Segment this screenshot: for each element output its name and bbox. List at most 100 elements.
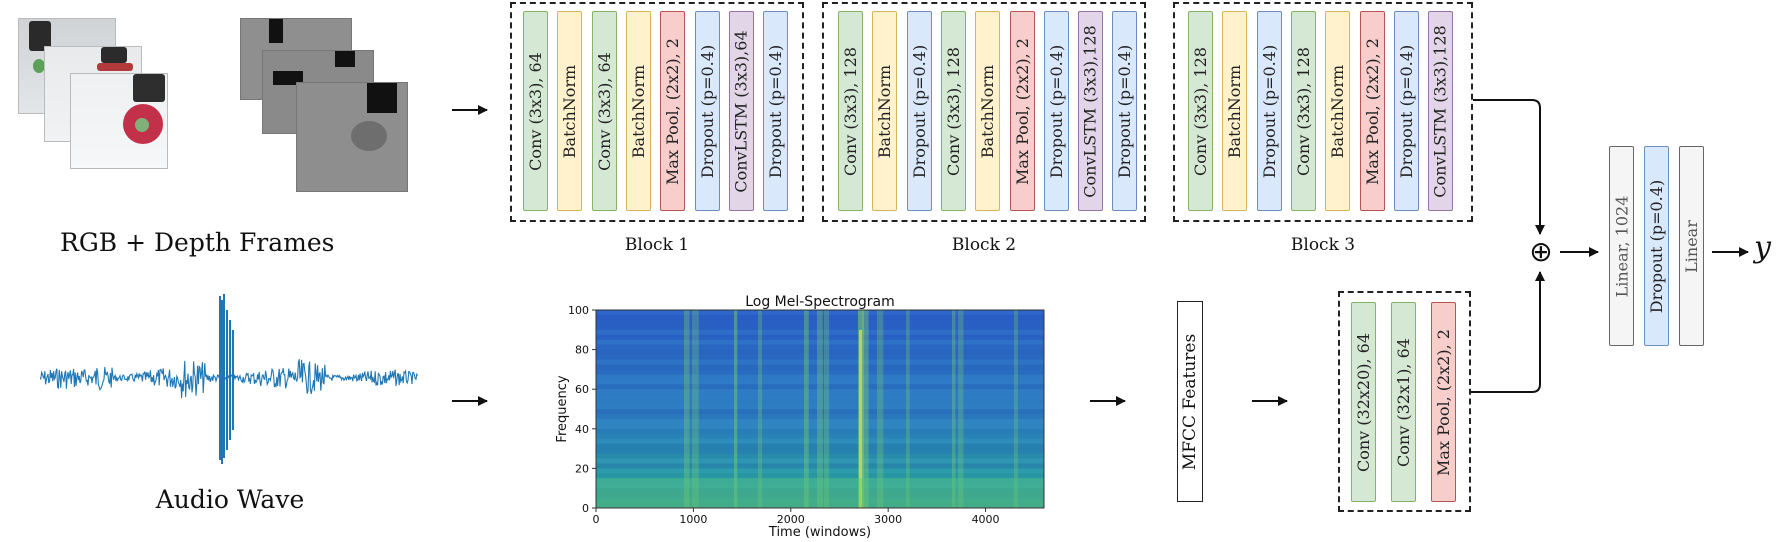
block-2-layer-9-label: Dropout (p=0.4): [1115, 44, 1135, 178]
block-1-layer-6-label: Dropout (p=0.4): [698, 44, 718, 178]
block-2-layer-2: BatchNorm: [872, 11, 897, 211]
block-1-layer-3-label: Conv (3x3), 64: [595, 51, 615, 171]
block-3-layer-3: Dropout (p=0.4): [1257, 11, 1282, 211]
arrow-block3-to-sum: [1473, 99, 1545, 235]
block-1-layer-4: BatchNorm: [626, 11, 651, 211]
block-1: [510, 2, 804, 222]
block-3-layer-4-label: Conv (3x3), 128: [1294, 46, 1314, 176]
block-3-layer-8: ConvLSTM (3x3),128: [1428, 11, 1453, 211]
block-1-layer-5: Max Pool, (2x2), 2: [660, 11, 685, 211]
spectrogram-ytick-label: 80: [575, 344, 589, 357]
block-2-layer-8: ConvLSTM (3x3),128: [1078, 11, 1103, 211]
audio-block-layer-1-label: Conv (32x20), 64: [1354, 332, 1373, 472]
depth-frame-3: [296, 82, 408, 192]
block-1-layer-7-label: ConvLSTM (3x3),64: [732, 29, 752, 193]
block-1-layer-2: BatchNorm: [557, 11, 582, 211]
spectrogram-xtick-label: 2000: [777, 513, 805, 526]
spectrogram-xtick-label: 4000: [972, 513, 1000, 526]
audio-caption: Audio Wave: [155, 485, 305, 514]
audio-waveform: [40, 294, 419, 464]
fusion-layer-1: Linear, 1024: [1609, 146, 1634, 346]
spectrogram-image: [596, 310, 1044, 508]
frames-caption: RGB + Depth Frames: [60, 228, 335, 257]
block-3-layer-7-label: Dropout (p=0.4): [1397, 44, 1417, 178]
spectrogram-ytick-label: 0: [582, 502, 589, 515]
block-3-layer-2: BatchNorm: [1222, 11, 1247, 211]
spectrogram-ytick-label: 20: [575, 462, 589, 475]
block-1-layer-2-label: BatchNorm: [560, 64, 580, 158]
block-2-layer-5-label: BatchNorm: [978, 64, 998, 158]
block-2-layer-6: Max Pool, (2x2), 2: [1010, 11, 1035, 211]
block-2-label: Block 2: [951, 235, 1017, 255]
block-3-layer-6-label: Max Pool, (2x2), 2: [1363, 37, 1383, 185]
fusion-layer-2-label: Dropout (p=0.4): [1647, 179, 1667, 313]
block-3-layer-1-label: Conv (3x3), 128: [1191, 46, 1211, 176]
rgb-frames: [18, 18, 198, 193]
spectrogram-xtick-label: 0: [593, 513, 600, 526]
waveform-trace: [40, 359, 419, 399]
spectrogram-xtick-label: 3000: [874, 513, 902, 526]
output-y: y: [1754, 230, 1771, 265]
block-3-layer-4: Conv (3x3), 128: [1291, 11, 1316, 211]
block-2-layer-5: BatchNorm: [975, 11, 1000, 211]
mfcc-features-box: MFCC Features: [1177, 301, 1203, 502]
block-1-layer-3: Conv (3x3), 64: [592, 11, 617, 211]
spectrogram-title: Log Mel-Spectrogram: [745, 294, 895, 310]
audio-block-layer-2-label: Conv (32x1), 64: [1394, 337, 1414, 467]
block-2-layer-2-label: BatchNorm: [875, 64, 895, 158]
spectrogram-ytick-label: 100: [568, 304, 589, 317]
block-3-layer-3-label: Dropout (p=0.4): [1260, 44, 1280, 178]
block-3: [1173, 2, 1473, 222]
spectrogram-xtick-label: 1000: [679, 513, 707, 526]
block-3-layer-8-label: ConvLSTM (3x3),128: [1431, 24, 1450, 198]
block-1-layer-7: ConvLSTM (3x3),64: [729, 11, 754, 211]
block-2-layer-7: Dropout (p=0.4): [1044, 11, 1069, 211]
block-1-layer-8-label: Dropout (p=0.4): [766, 44, 786, 178]
audio-block-layer-2: Conv (32x1), 64: [1391, 302, 1416, 502]
block-2-layer-3-label: Dropout (p=0.4): [910, 44, 930, 178]
block-2-layer-1-label: Conv (3x3), 128: [841, 46, 861, 176]
block-2-layer-4-label: Conv (3x3), 128: [944, 46, 964, 176]
depth-frames: [240, 18, 410, 193]
arrow-audioblock-to-sum: [1471, 271, 1545, 393]
mfcc-features-label: MFCC Features: [1180, 333, 1200, 470]
block-2-layer-9: Dropout (p=0.4): [1112, 11, 1137, 211]
rgb-frame-3: [70, 73, 168, 169]
block-3-layer-1: Conv (3x3), 128: [1188, 11, 1213, 211]
block-1-layer-5-label: Max Pool, (2x2), 2: [663, 37, 683, 185]
block-3-label: Block 3: [1290, 235, 1356, 255]
sum-symbol: ⊕: [1529, 235, 1553, 268]
fusion-layer-3-label: Linear: [1682, 219, 1702, 273]
block-3-layer-5: BatchNorm: [1325, 11, 1350, 211]
audio-block: [1338, 291, 1471, 512]
block-2: [822, 2, 1146, 222]
audio-block-layer-1: Conv (32x20), 64: [1351, 302, 1376, 502]
spectrogram-ytick-label: 40: [575, 423, 589, 436]
block-1-layer-1-label: Conv (3x3), 64: [526, 51, 546, 171]
block-1-layer-6: Dropout (p=0.4): [695, 11, 720, 211]
block-2-layer-8-label: ConvLSTM (3x3),128: [1081, 24, 1100, 198]
block-2-layer-4: Conv (3x3), 128: [941, 11, 966, 211]
audio-block-layer-3: Max Pool, (2x2), 2: [1431, 302, 1456, 502]
spectrogram-xlabel: Time (windows): [768, 525, 871, 540]
block-1-layer-1: Conv (3x3), 64: [523, 11, 548, 211]
block-2-layer-1: Conv (3x3), 128: [838, 11, 863, 211]
block-3-layer-5-label: BatchNorm: [1328, 64, 1348, 158]
block-1-label: Block 1: [624, 235, 690, 255]
block-1-layer-8: Dropout (p=0.4): [763, 11, 788, 211]
spectrogram-ytick-label: 60: [575, 383, 589, 396]
block-2-layer-3: Dropout (p=0.4): [907, 11, 932, 211]
spectrogram-plot: Log Mel-Spectrogram 0 20 40 60 80 100 0 1000 20…: [555, 294, 1045, 540]
fusion-layer-3: Linear: [1679, 146, 1704, 346]
fusion-layer-1-label: Linear, 1024: [1612, 195, 1631, 297]
spectrogram-ylabel: Frequency: [555, 375, 570, 442]
block-1-layer-4-label: BatchNorm: [629, 64, 649, 158]
block-2-layer-6-label: Max Pool, (2x2), 2: [1013, 37, 1033, 185]
block-3-layer-7: Dropout (p=0.4): [1394, 11, 1419, 211]
block-3-layer-2-label: BatchNorm: [1225, 64, 1245, 158]
block-2-layer-7-label: Dropout (p=0.4): [1047, 44, 1067, 178]
audio-block-layer-3-label: Max Pool, (2x2), 2: [1434, 328, 1454, 476]
block-3-layer-6: Max Pool, (2x2), 2: [1360, 11, 1385, 211]
fusion-layer-2: Dropout (p=0.4): [1644, 146, 1669, 346]
